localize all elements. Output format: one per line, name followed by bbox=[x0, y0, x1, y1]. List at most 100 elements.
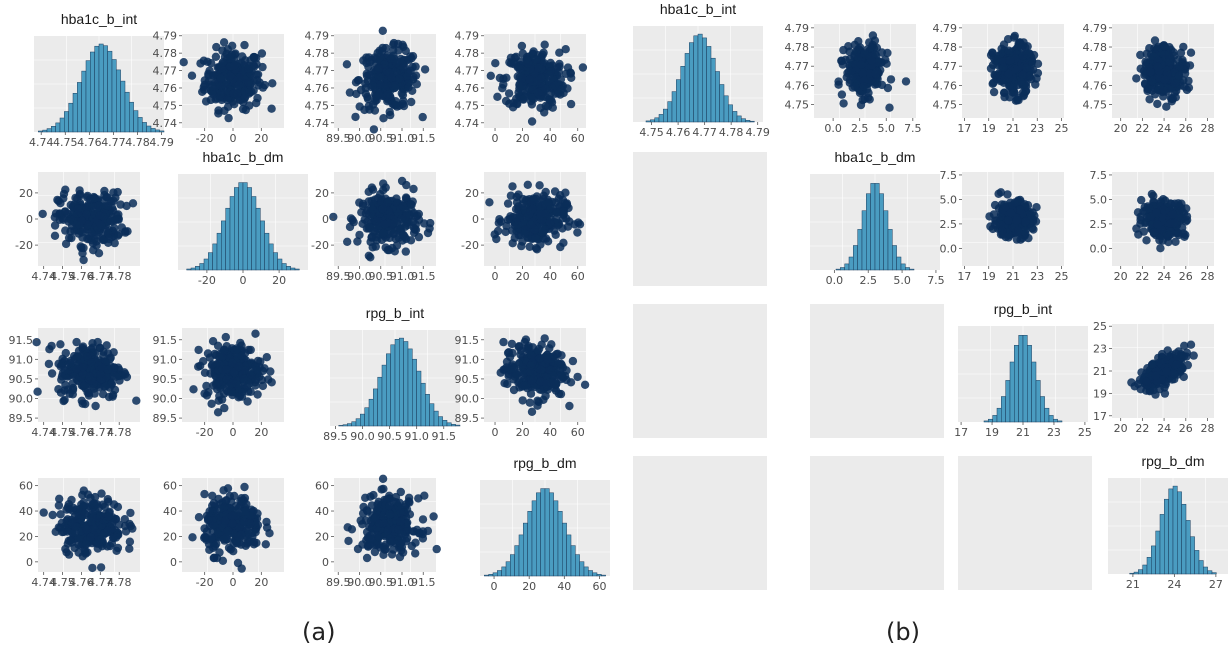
scatter-point bbox=[1153, 99, 1162, 109]
x-tick-label: 4.76 bbox=[666, 126, 691, 139]
pair-cell-hba1c_b_dm-hba1c_b_int bbox=[633, 152, 767, 286]
pair-cell-hba1c_b_dm-hba1c_b_dm: hba1c_b_dm-20 0 20 bbox=[178, 149, 308, 287]
histogram-bar bbox=[562, 522, 567, 577]
scatter-point bbox=[566, 378, 576, 387]
scatter-point bbox=[566, 99, 576, 109]
x-tick-label: 40 bbox=[557, 580, 571, 593]
scatter-point bbox=[94, 201, 103, 211]
histogram-bar bbox=[290, 267, 296, 271]
scatter-point bbox=[1017, 43, 1027, 53]
histogram-bar bbox=[601, 574, 606, 577]
histogram-bar bbox=[390, 344, 396, 427]
histogram-bar bbox=[68, 102, 74, 133]
scatter-point bbox=[72, 337, 81, 347]
x-tick-label: 4.75 bbox=[639, 126, 664, 139]
scatter-point bbox=[1186, 48, 1196, 57]
histogram-bar bbox=[146, 125, 152, 133]
scatter-point bbox=[1147, 86, 1157, 95]
histogram-bar bbox=[579, 561, 585, 577]
histogram-bar bbox=[221, 220, 226, 271]
histogram-bar bbox=[492, 572, 498, 577]
scatter-point bbox=[508, 239, 517, 248]
pair-cell-hba1c_b_int-hba1c_b_dm: 4.754.764.774.784.790.0 2.5 5.0 7.5 bbox=[785, 22, 922, 135]
scatter-point bbox=[59, 194, 68, 203]
scatter-point bbox=[376, 80, 385, 90]
scatter-point bbox=[570, 220, 579, 229]
scatter-point bbox=[104, 512, 113, 521]
scatter-point bbox=[82, 210, 91, 219]
scatter-point bbox=[268, 79, 277, 88]
scatter-point bbox=[257, 49, 267, 58]
scatter-point bbox=[375, 519, 384, 528]
scatter-point bbox=[207, 82, 217, 91]
y-tick-label: 0 bbox=[322, 556, 329, 569]
scatter-point bbox=[75, 191, 85, 200]
histogram-bar bbox=[540, 488, 546, 577]
scatter-point bbox=[205, 545, 214, 554]
scatter-point bbox=[511, 205, 521, 214]
scatter-point bbox=[556, 242, 565, 252]
y-tick-label: 4.76 bbox=[1083, 79, 1108, 92]
scatter-point bbox=[527, 351, 536, 360]
scatter-point bbox=[374, 72, 383, 82]
scatter-point bbox=[395, 74, 404, 83]
histogram-bar bbox=[155, 129, 160, 133]
histogram-bar bbox=[870, 183, 876, 271]
scatter-point bbox=[44, 359, 54, 369]
histogram-bar bbox=[116, 69, 121, 133]
scatter-point bbox=[112, 546, 121, 555]
scatter-point bbox=[235, 73, 244, 82]
histogram-bar bbox=[103, 45, 108, 133]
scatter-point bbox=[224, 543, 234, 552]
scatter-point bbox=[56, 340, 65, 349]
y-tick-label: 60 bbox=[163, 480, 177, 493]
histogram-bar bbox=[892, 245, 897, 271]
histogram-bar bbox=[844, 263, 850, 271]
histogram-bar bbox=[667, 101, 673, 123]
x-tick-label: 4.78 bbox=[125, 136, 150, 149]
scatter-point bbox=[411, 549, 420, 558]
histogram-bar bbox=[518, 534, 524, 577]
scatter-point bbox=[66, 536, 75, 545]
y-tick-label: -20 bbox=[15, 239, 33, 252]
scatter-point bbox=[524, 59, 533, 68]
histogram-bar bbox=[238, 182, 244, 271]
diagonal-title: hba1c_b_int bbox=[61, 11, 137, 27]
scatter-point bbox=[55, 209, 64, 218]
scatter-point bbox=[561, 45, 570, 54]
scatter-point bbox=[194, 362, 203, 371]
x-tick-label: 22 bbox=[1135, 122, 1149, 135]
scatter-point bbox=[368, 206, 377, 215]
scatter-point bbox=[243, 397, 252, 406]
scatter-point bbox=[859, 82, 869, 91]
scatter-point bbox=[1132, 74, 1141, 83]
scatter-point bbox=[365, 70, 374, 80]
histogram-bar bbox=[433, 410, 439, 427]
histogram-bar bbox=[840, 267, 845, 271]
scatter-point bbox=[251, 528, 260, 537]
scatter-point bbox=[56, 388, 66, 397]
histogram-bar bbox=[749, 120, 755, 123]
scatter-point bbox=[32, 338, 41, 347]
histogram-bar bbox=[199, 263, 205, 271]
histogram-bar bbox=[159, 130, 165, 133]
scatter-point bbox=[179, 58, 188, 67]
histogram-bar bbox=[351, 421, 357, 427]
scatter-point bbox=[219, 486, 228, 495]
scatter-point bbox=[229, 61, 239, 70]
x-tick-label: 4.78 bbox=[107, 270, 132, 283]
scatter-point bbox=[329, 212, 338, 222]
x-tick-label: 17 bbox=[957, 270, 971, 283]
scatter-point bbox=[391, 100, 400, 110]
histogram-bar bbox=[64, 111, 69, 133]
y-tick-label: 4.78 bbox=[1083, 41, 1108, 54]
histogram-bar bbox=[553, 500, 559, 577]
blank-panel bbox=[633, 152, 767, 286]
scatter-point bbox=[54, 359, 63, 368]
histogram-bar bbox=[416, 370, 422, 427]
x-tick-label: 20 bbox=[254, 426, 268, 439]
